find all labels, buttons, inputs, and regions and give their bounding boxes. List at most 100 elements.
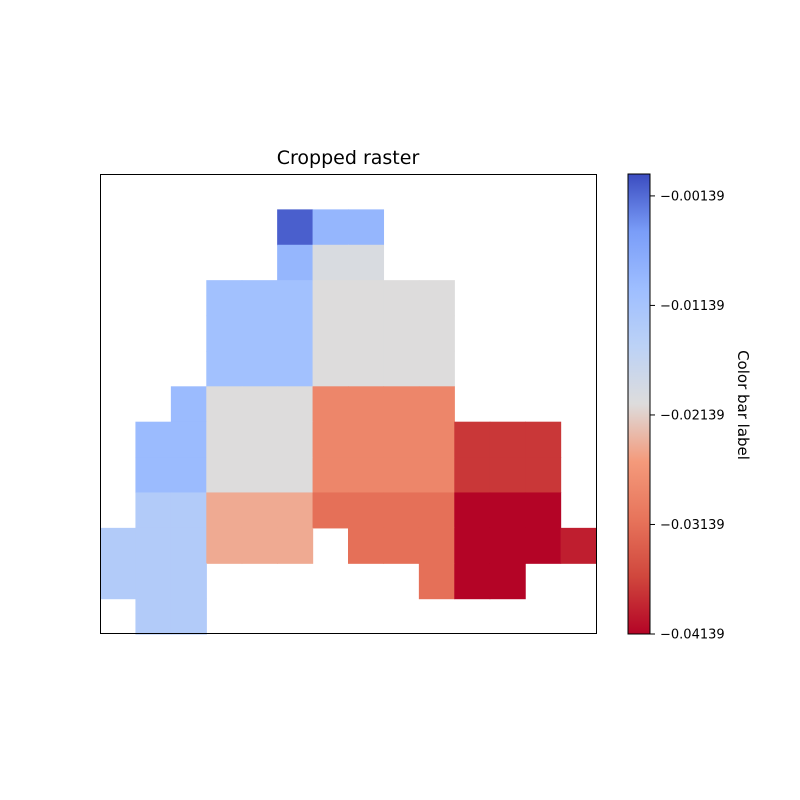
raster-cell <box>454 492 491 529</box>
raster-cell <box>383 280 420 317</box>
raster-cell <box>418 563 455 600</box>
raster-cell <box>241 421 278 458</box>
raster-cell <box>206 280 243 317</box>
raster-cell <box>206 315 243 352</box>
raster-cell <box>418 527 455 564</box>
raster-cell <box>560 527 597 564</box>
raster-cell <box>206 386 243 423</box>
raster-cell <box>135 421 172 458</box>
raster-cell <box>206 492 243 529</box>
raster-cell <box>312 386 349 423</box>
raster-cell <box>348 280 385 317</box>
raster-cell <box>277 421 314 458</box>
raster-cell <box>241 315 278 352</box>
plot-frame <box>100 174 597 634</box>
raster-cell <box>489 457 526 494</box>
raster-cell <box>418 280 455 317</box>
raster-cell <box>454 563 491 600</box>
raster-cell <box>489 492 526 529</box>
raster-cell <box>170 457 207 494</box>
raster-cell <box>241 457 278 494</box>
raster-cell <box>100 527 137 564</box>
raster-cell <box>206 421 243 458</box>
raster-cell <box>312 421 349 458</box>
raster-cell <box>418 457 455 494</box>
colorbar-tick-label: −0.02139 <box>660 408 725 423</box>
raster-cell <box>383 492 420 529</box>
raster-cell <box>170 598 207 635</box>
colorbar-tick-label: −0.04139 <box>660 628 725 643</box>
raster-cell <box>277 457 314 494</box>
raster-cell <box>383 350 420 387</box>
raster-cell <box>312 280 349 317</box>
raster-cell <box>454 421 491 458</box>
colorbar-ticks: −0.00139 −0.01139 −0.02139 −0.03139 −0.04139 <box>650 189 725 643</box>
raster-cell <box>135 457 172 494</box>
raster-cell <box>454 457 491 494</box>
raster-cell <box>348 244 385 281</box>
raster-cell <box>312 457 349 494</box>
raster-cell <box>525 527 562 564</box>
raster-cell <box>418 350 455 387</box>
raster-cell <box>277 280 314 317</box>
raster-cell <box>135 492 172 529</box>
raster-cell <box>135 527 172 564</box>
colorbar <box>627 173 651 635</box>
raster-cell <box>312 244 349 281</box>
raster-cell <box>348 209 385 246</box>
raster-cell <box>348 421 385 458</box>
raster-cell <box>170 563 207 600</box>
raster-cell <box>418 315 455 352</box>
raster-cell <box>348 457 385 494</box>
raster-cell <box>241 280 278 317</box>
raster-cell <box>312 209 349 246</box>
colorbar-label: Color bar label <box>734 350 752 460</box>
raster-cell <box>241 492 278 529</box>
raster-cell <box>348 315 385 352</box>
raster-cell <box>206 457 243 494</box>
raster-cell <box>383 527 420 564</box>
raster-cell <box>348 350 385 387</box>
raster-cell <box>277 527 314 564</box>
raster-cell <box>525 492 562 529</box>
raster-cell <box>383 457 420 494</box>
raster-cells <box>100 209 597 635</box>
raster-cell <box>241 386 278 423</box>
raster-cell <box>383 421 420 458</box>
raster-cell <box>135 563 172 600</box>
raster-cell <box>312 492 349 529</box>
raster-cell <box>489 421 526 458</box>
raster-cell <box>170 386 207 423</box>
raster-cell <box>170 527 207 564</box>
raster-cell <box>525 421 562 458</box>
colorbar-tick-label: −0.01139 <box>660 299 725 314</box>
raster-cell <box>277 350 314 387</box>
raster-cell <box>525 457 562 494</box>
raster-cell <box>277 386 314 423</box>
raster-cell <box>170 492 207 529</box>
colorbar-tick-label: −0.03139 <box>660 518 725 533</box>
raster-cell <box>241 527 278 564</box>
raster-cell <box>348 527 385 564</box>
raster-cell <box>489 527 526 564</box>
raster-cell <box>418 386 455 423</box>
raster-cell <box>277 209 314 246</box>
raster-cell <box>348 492 385 529</box>
raster-cell <box>100 563 137 600</box>
raster-cell <box>206 350 243 387</box>
raster-cell <box>135 598 172 635</box>
raster-cell <box>312 350 349 387</box>
raster-cell <box>383 315 420 352</box>
chart-title: Cropped raster <box>277 147 420 169</box>
raster-cell <box>277 492 314 529</box>
raster-cell <box>489 563 526 600</box>
raster-cell <box>348 386 385 423</box>
raster-cell <box>418 492 455 529</box>
raster-cell <box>383 386 420 423</box>
raster-cell <box>277 244 314 281</box>
raster-cell <box>277 315 314 352</box>
raster-cell <box>206 527 243 564</box>
raster-cell <box>454 527 491 564</box>
colorbar-tick-label: −0.00139 <box>660 189 725 204</box>
